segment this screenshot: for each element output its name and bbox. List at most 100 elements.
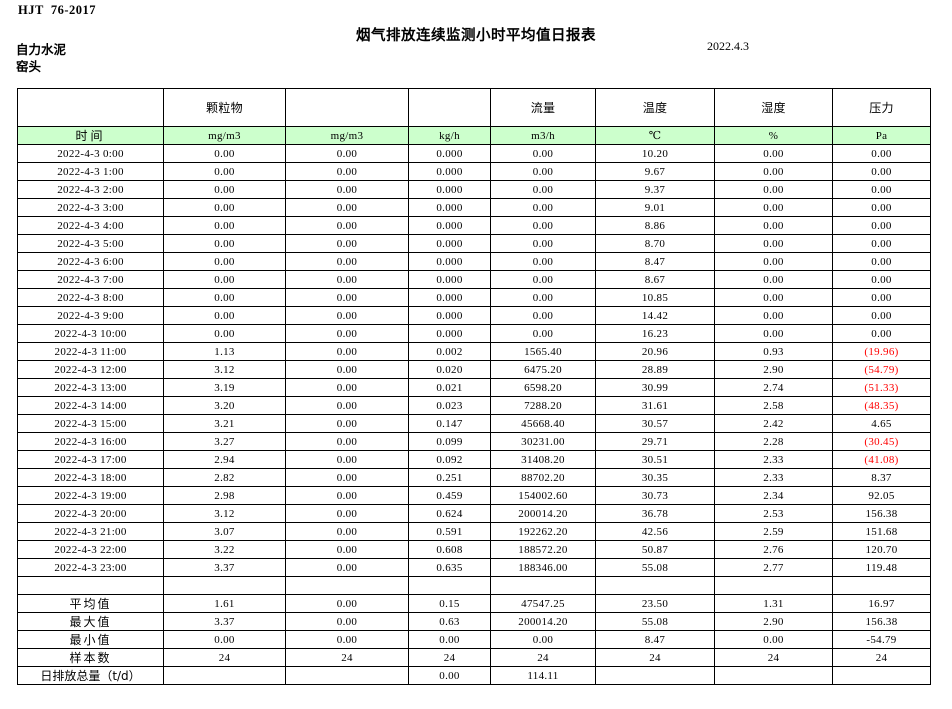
cell-time: 2022-4-3 9:00 [17, 306, 164, 325]
cell-particulate-conc: 0.00 [163, 234, 286, 253]
summary-cell-flow: 47547.25 [490, 594, 596, 613]
report-date: 2022.4.3 [707, 39, 749, 53]
cell-temperature: 9.01 [595, 198, 715, 217]
cell-particulate-std: 0.00 [285, 324, 409, 343]
cell-time: 2022-4-3 23:00 [17, 558, 164, 577]
cell-flow: 188572.20 [490, 540, 596, 559]
cell-particulate-rate: 0.000 [408, 216, 491, 235]
cell-temperature: 16.23 [595, 324, 715, 343]
table-row: 2022-4-3 2:00 0.00 0.00 0.000 0.00 9.37 0.00 0.… [17, 180, 931, 199]
summary-cell-flow: 24 [490, 648, 596, 667]
cell-humidity: 2.77 [714, 558, 833, 577]
cell-humidity: 0.00 [714, 270, 833, 289]
table-row: 2022-4-3 0:00 0.00 0.00 0.000 0.00 10.20 0.00 0… [17, 144, 931, 163]
table-row: 2022-4-3 1:00 0.00 0.00 0.000 0.00 9.67 0.00 0.… [17, 162, 931, 181]
cell-temperature: 30.99 [595, 378, 715, 397]
cell-particulate-std: 0.00 [285, 162, 409, 181]
cell-particulate-rate: 0.002 [408, 342, 491, 361]
cell-flow: 0.00 [490, 270, 596, 289]
spacer-cell [17, 576, 164, 595]
spacer-row [17, 576, 931, 595]
cell-time: 2022-4-3 12:00 [17, 360, 164, 379]
cell-time: 2022-4-3 1:00 [17, 162, 164, 181]
cell-pressure: 151.68 [832, 522, 931, 541]
cell-pressure: 0.00 [832, 324, 931, 343]
summary-cell-temperature: 24 [595, 648, 715, 667]
header-cell-flow: 流量 [490, 88, 596, 127]
summary-cell-particulate-std: 0.00 [285, 594, 409, 613]
cell-particulate-conc: 3.22 [163, 540, 286, 559]
cell-humidity: 2.42 [714, 414, 833, 433]
org-name: 自力水泥 [16, 42, 67, 57]
header-cell-time-blank [17, 88, 164, 127]
unit-cell-flow: m3/h [490, 126, 596, 145]
cell-particulate-std: 0.00 [285, 432, 409, 451]
summary-row: 日排放总量（t/d） 0.00 114.11 [17, 666, 931, 685]
cell-particulate-std: 0.00 [285, 252, 409, 271]
cell-time: 2022-4-3 18:00 [17, 468, 164, 487]
summary-cell-humidity: 0.00 [714, 630, 833, 649]
cell-flow: 0.00 [490, 180, 596, 199]
table-row: 2022-4-3 10:00 0.00 0.00 0.000 0.00 16.23 0.00… [17, 324, 931, 343]
header-cell-temperature: 温度 [595, 88, 715, 127]
cell-temperature: 9.67 [595, 162, 715, 181]
cell-humidity: 0.00 [714, 306, 833, 325]
cell-humidity: 2.33 [714, 450, 833, 469]
summary-cell-particulate-std [285, 666, 409, 685]
spacer-cell [408, 576, 491, 595]
cell-humidity: 2.74 [714, 378, 833, 397]
cell-particulate-rate: 0.000 [408, 306, 491, 325]
cell-temperature: 9.37 [595, 180, 715, 199]
cell-time: 2022-4-3 20:00 [17, 504, 164, 523]
cell-humidity: 2.28 [714, 432, 833, 451]
cell-time: 2022-4-3 17:00 [17, 450, 164, 469]
cell-particulate-rate: 0.000 [408, 252, 491, 271]
cell-humidity: 0.00 [714, 324, 833, 343]
summary-cell-particulate-conc: 1.61 [163, 594, 286, 613]
cell-particulate-conc: 0.00 [163, 270, 286, 289]
cell-pressure: 0.00 [832, 252, 931, 271]
cell-flow: 1565.40 [490, 342, 596, 361]
summary-row: 样本数 24 24 24 24 24 24 24 [17, 648, 931, 667]
cell-particulate-std: 0.00 [285, 360, 409, 379]
summary-cell-particulate-rate: 0.00 [408, 666, 491, 685]
cell-time: 2022-4-3 7:00 [17, 270, 164, 289]
cell-particulate-conc: 2.82 [163, 468, 286, 487]
table-row: 2022-4-3 6:00 0.00 0.00 0.000 0.00 8.47 0.00 0.… [17, 252, 931, 271]
summary-label: 日排放总量（t/d） [17, 666, 164, 685]
cell-humidity: 2.59 [714, 522, 833, 541]
cell-flow: 45668.40 [490, 414, 596, 433]
footer-notes [8, 645, 23, 709]
cell-particulate-conc: 3.21 [163, 414, 286, 433]
cell-temperature: 10.85 [595, 288, 715, 307]
cell-particulate-std: 0.00 [285, 504, 409, 523]
summary-cell-particulate-std: 0.00 [285, 612, 409, 631]
cell-pressure: 0.00 [832, 306, 931, 325]
cell-particulate-rate: 0.000 [408, 198, 491, 217]
cell-flow: 88702.20 [490, 468, 596, 487]
unit-cell-temperature: ℃ [595, 126, 715, 145]
unit-cell-particulate-rate: kg/h [408, 126, 491, 145]
cell-time: 2022-4-3 2:00 [17, 180, 164, 199]
table-row: 2022-4-3 23:00 3.37 0.00 0.635 188346.00 55.0… [17, 558, 931, 577]
cell-flow: 0.00 [490, 306, 596, 325]
cell-pressure: 0.00 [832, 270, 931, 289]
cell-pressure: 119.48 [832, 558, 931, 577]
cell-particulate-conc: 0.00 [163, 306, 286, 325]
summary-cell-flow: 200014.20 [490, 612, 596, 631]
cell-temperature: 20.96 [595, 342, 715, 361]
cell-particulate-rate: 0.000 [408, 270, 491, 289]
summary-row: 平均值 1.61 0.00 0.15 47547.25 23.50 1.31 16.97 [17, 594, 931, 613]
cell-particulate-std: 0.00 [285, 144, 409, 163]
spacer-cell [490, 576, 596, 595]
cell-temperature: 55.08 [595, 558, 715, 577]
cell-particulate-conc: 2.94 [163, 450, 286, 469]
table-row: 2022-4-3 21:00 3.07 0.00 0.591 192262.20 42.5… [17, 522, 931, 541]
cell-particulate-std: 0.00 [285, 216, 409, 235]
table-row: 2022-4-3 7:00 0.00 0.00 0.000 0.00 8.67 0.00 0.… [17, 270, 931, 289]
cell-flow: 200014.20 [490, 504, 596, 523]
table-row: 2022-4-3 8:00 0.00 0.00 0.000 0.00 10.85 0.00 0… [17, 288, 931, 307]
cell-time: 2022-4-3 10:00 [17, 324, 164, 343]
header-cell-pressure: 压力 [832, 88, 931, 127]
cell-particulate-conc: 3.12 [163, 360, 286, 379]
